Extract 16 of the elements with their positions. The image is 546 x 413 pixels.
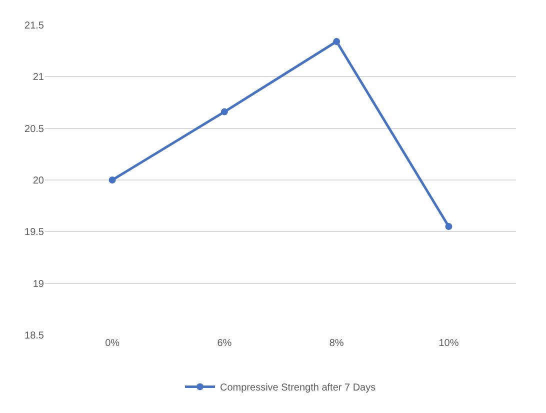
legend-label: Compressive Strength after 7 Days [220,382,376,394]
point [445,223,452,230]
y-tick-label: 18.5 [24,330,44,342]
point [333,38,340,46]
x-tick-label: 6% [217,338,232,349]
x-tick-label: 10% [438,338,459,349]
y-tick-label: 21.5 [24,20,44,32]
x-tick-label: 8% [329,338,344,349]
y-tick-label: 20.5 [24,124,44,135]
x-tick-label: 0% [105,338,120,349]
y-tick-label: 20 [32,176,44,186]
point [220,108,228,116]
y-tick-label: 19.5 [24,227,44,238]
y-tick-label: 21 [32,72,44,84]
y-tick-label: 19 [32,278,44,290]
point [108,176,116,184]
